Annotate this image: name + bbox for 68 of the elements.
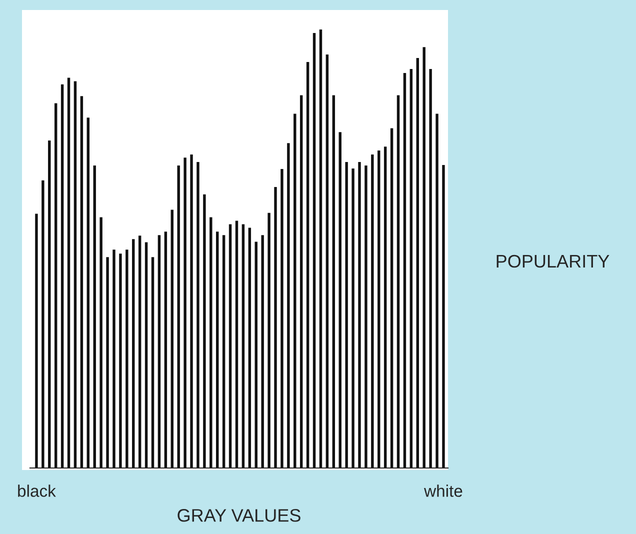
- bar: [106, 257, 109, 468]
- bar: [254, 242, 258, 468]
- bar: [177, 165, 180, 468]
- bar: [235, 220, 238, 468]
- bar: [35, 214, 38, 468]
- bar: [274, 186, 277, 468]
- bar: [242, 224, 245, 468]
- bar: [358, 162, 361, 468]
- bar: [112, 250, 116, 468]
- bar: [60, 84, 64, 468]
- bar: [442, 165, 445, 468]
- bar: [416, 58, 419, 468]
- bar: [74, 81, 77, 468]
- bar: [306, 62, 310, 468]
- bar: [86, 118, 90, 468]
- bar: [261, 235, 264, 468]
- bar: [422, 47, 426, 468]
- bar: [126, 250, 128, 468]
- bar: [352, 168, 354, 468]
- bar: [390, 128, 394, 468]
- bar: [319, 30, 322, 468]
- y-axis-title: POPULARITY: [496, 254, 610, 268]
- bar: [436, 114, 438, 468]
- bar: [222, 235, 226, 468]
- bar: [100, 217, 102, 468]
- bar: [151, 257, 154, 468]
- bar: [170, 210, 174, 468]
- bar: [287, 143, 290, 468]
- bar: [144, 242, 148, 468]
- bar: [190, 154, 193, 468]
- bar: [93, 165, 96, 468]
- bar: [119, 254, 122, 468]
- bar: [364, 165, 368, 468]
- bar: [312, 33, 316, 468]
- bar: [378, 150, 380, 468]
- bar: [294, 114, 296, 468]
- x-axis-title: GRAY VALUES: [178, 509, 300, 522]
- bar: [216, 232, 219, 468]
- bar: [248, 228, 252, 468]
- bar: [326, 54, 329, 468]
- bar: [410, 69, 413, 468]
- bar: [164, 232, 168, 468]
- bar: [210, 217, 212, 468]
- bar: [184, 158, 186, 468]
- bar: [396, 95, 400, 468]
- bar: [132, 239, 135, 468]
- bar: [345, 162, 348, 468]
- bar: [196, 162, 200, 468]
- bar: [403, 72, 406, 468]
- bar: [429, 69, 432, 468]
- bar: [280, 168, 284, 468]
- bar: [48, 140, 51, 468]
- bar: [332, 95, 336, 468]
- bar: [138, 236, 142, 468]
- bar: [80, 96, 84, 468]
- bar: [371, 154, 374, 468]
- bar: [67, 78, 70, 468]
- bar: [42, 180, 44, 468]
- x-tick-label: black: [18, 484, 56, 497]
- bar: [338, 132, 342, 468]
- bar: [300, 95, 303, 468]
- bar: [203, 194, 206, 468]
- bar: [54, 103, 58, 468]
- bar: [158, 235, 161, 468]
- bar: [268, 212, 270, 468]
- x-tick-label: white: [424, 484, 462, 497]
- bar: [228, 224, 232, 468]
- bar: [384, 146, 387, 468]
